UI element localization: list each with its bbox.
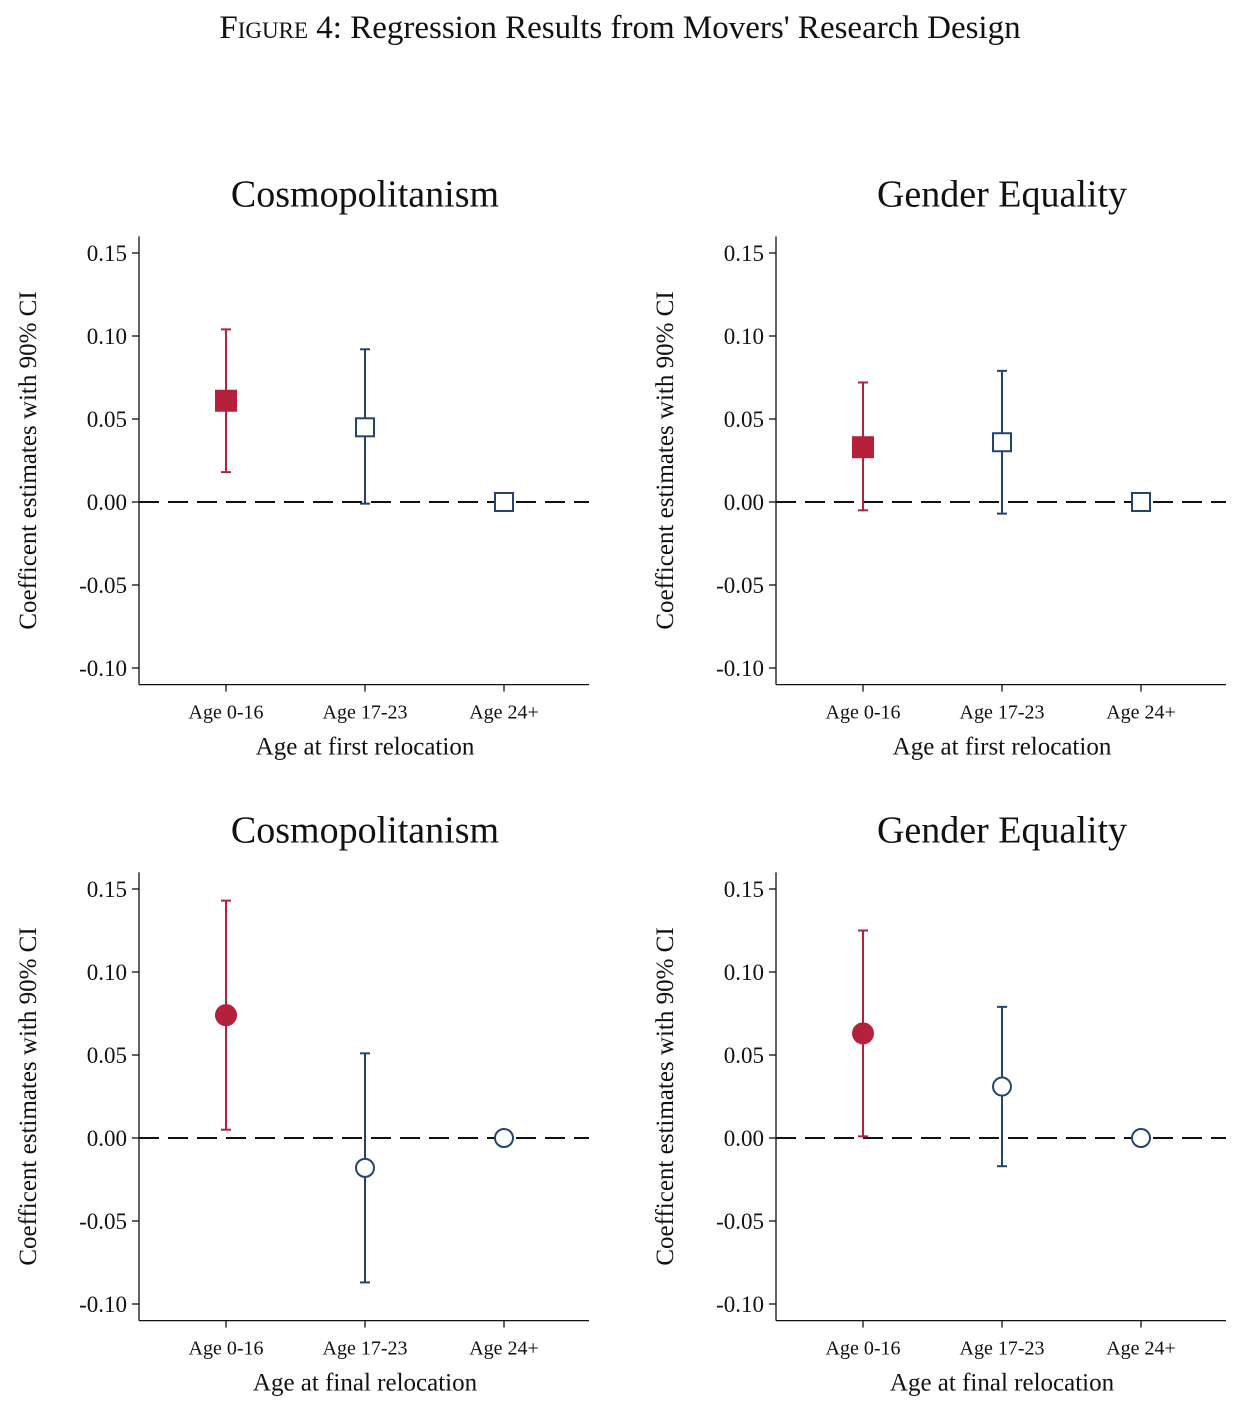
x-tick-label: Age 0-16 (189, 1338, 264, 1360)
y-axis-label: Coefficent estimates with 90% CI (15, 927, 42, 1265)
y-tick-label: 0.10 (87, 324, 127, 349)
panel-4: Gender Equality 0.15 0.10 0.05 0.00 -0.05 -0.1… (652, 809, 1226, 1397)
y-tick-label: 0.15 (87, 241, 127, 266)
y-tick-label: 0.10 (724, 960, 764, 985)
figure-title-text: Regression Results from Movers' Research… (350, 10, 1021, 46)
y-tick-label: -0.10 (79, 1292, 127, 1317)
point-estimate (852, 1022, 874, 1045)
x-tick-label: Age 0-16 (826, 702, 901, 724)
y-tick-label: 0.00 (87, 1126, 127, 1151)
y-tick-label: 0.05 (724, 1043, 764, 1068)
point-estimate (992, 1076, 1012, 1097)
point-estimate (355, 417, 375, 438)
point-estimate (1131, 492, 1151, 512)
y-tick-label: 0.10 (87, 960, 127, 985)
x-tick-label: Age 17-23 (960, 1338, 1045, 1360)
y-tick-label: -0.05 (79, 573, 127, 598)
y-axis-label: Coefficent estimates with 90% CI (652, 927, 679, 1265)
y-tick-label: 0.05 (87, 407, 127, 432)
y-tick-label: 0.05 (724, 407, 764, 432)
y-tick-label: -0.10 (716, 1292, 764, 1317)
figure-title: Figure 4: Regression Results from Movers… (0, 10, 1240, 47)
panel-3: Cosmopolitanism 0.15 0.10 0.05 0.00 -0.05 -0.1… (15, 809, 589, 1397)
point-estimate (215, 1004, 237, 1027)
y-tick-label: -0.10 (79, 656, 127, 681)
y-tick-label: 0.00 (87, 490, 127, 515)
x-axis-label: Age at final relocation (890, 1370, 1115, 1397)
point-estimate (215, 389, 237, 412)
x-tick-label: Age 24+ (1106, 1338, 1176, 1360)
y-tick-label: -0.05 (716, 573, 764, 598)
panel-title: Gender Equality (877, 809, 1127, 851)
point-estimate (1131, 1128, 1151, 1148)
panel-2: Gender Equality 0.15 0.10 0.05 0.00 -0.05 -0.1… (652, 173, 1226, 761)
panel-1: Cosmopolitanism 0.15 0.10 0.05 0.00 -0.05 -0.1… (15, 173, 589, 761)
y-tick-label: 0.15 (724, 877, 764, 902)
y-axis-label: Coefficent estimates with 90% CI (15, 291, 42, 629)
y-tick-label: -0.10 (716, 656, 764, 681)
y-tick-label: -0.05 (716, 1209, 764, 1234)
y-tick-label: 0.00 (724, 1126, 764, 1151)
point-estimate (494, 1128, 514, 1148)
panel-title: Gender Equality (877, 173, 1127, 215)
panel-title: Cosmopolitanism (231, 173, 499, 215)
x-tick-label: Age 24+ (469, 1338, 539, 1360)
y-axis-label: Coefficent estimates with 90% CI (652, 291, 679, 629)
x-axis-label: Age at first relocation (256, 734, 475, 761)
point-estimate (355, 1157, 375, 1178)
y-tick-label: 0.15 (724, 241, 764, 266)
point-estimate (494, 492, 514, 512)
y-tick-label: 0.15 (87, 877, 127, 902)
panel-title: Cosmopolitanism (231, 809, 499, 851)
y-tick-label: -0.05 (79, 1209, 127, 1234)
y-tick-label: 0.05 (87, 1043, 127, 1068)
x-tick-label: Age 24+ (469, 702, 539, 724)
x-tick-label: Age 17-23 (323, 702, 408, 724)
x-axis-label: Age at first relocation (893, 734, 1112, 761)
y-tick-label: 0.00 (724, 490, 764, 515)
figure-label: Figure 4: (219, 10, 342, 46)
x-tick-label: Age 17-23 (323, 1338, 408, 1360)
x-tick-label: Age 0-16 (826, 1338, 901, 1360)
point-estimate (992, 432, 1012, 453)
point-estimate (852, 436, 874, 459)
x-axis-label: Age at final relocation (253, 1370, 478, 1397)
y-tick-label: 0.10 (724, 324, 764, 349)
x-tick-label: Age 24+ (1106, 702, 1176, 724)
x-tick-label: Age 0-16 (189, 702, 264, 724)
x-tick-label: Age 17-23 (960, 702, 1045, 724)
